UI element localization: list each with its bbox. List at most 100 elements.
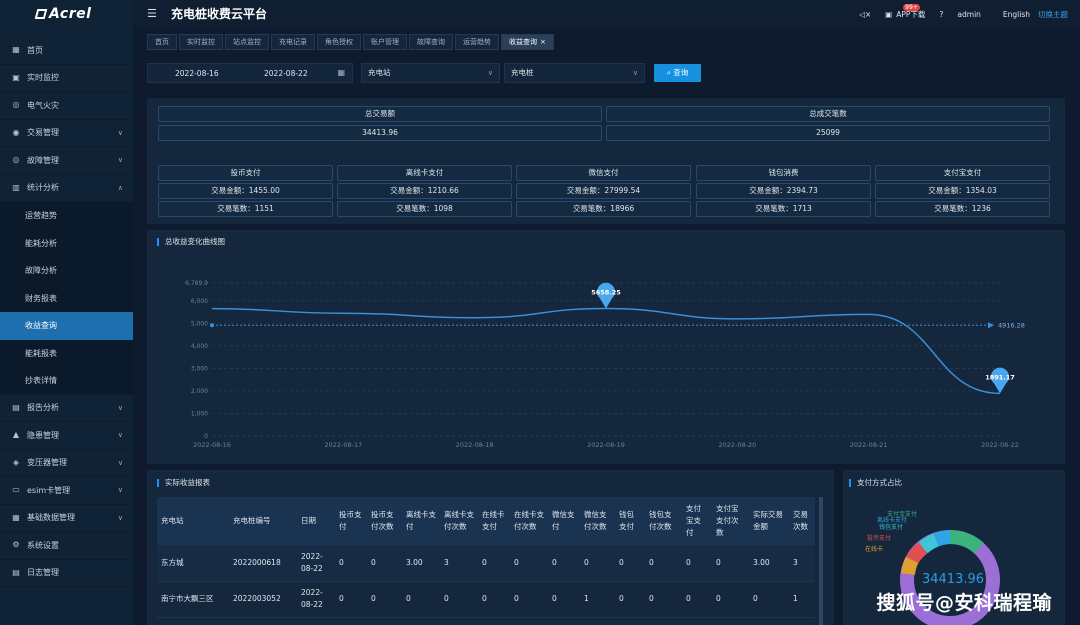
table-cell: 0	[645, 581, 682, 618]
end-date[interactable]: 2022-08-22	[264, 69, 308, 78]
tab[interactable]: 故障查询	[409, 34, 453, 50]
search-icon: ⌕	[666, 68, 674, 77]
top-right-tools: ◁× ▣ 99+ APP下载 ? admin English 切换主题	[845, 0, 1068, 28]
tab-label: 充电记录	[279, 38, 307, 46]
mute-icon[interactable]: ◁×	[859, 9, 872, 19]
switch-theme-link[interactable]: 切换主题	[1038, 9, 1068, 19]
table-header[interactable]: 离线卡支付	[402, 497, 440, 545]
sidebar-item[interactable]: 故障分析	[0, 257, 133, 285]
sidebar-item[interactable]: ▤ 报告分析 ∨	[0, 395, 133, 422]
table-header[interactable]: 支付宝支付次数	[712, 497, 749, 545]
sidebar-item-label: 财务报表	[25, 293, 57, 303]
sidebar-item[interactable]: 财务报表	[0, 285, 133, 313]
table-header[interactable]: 充电站	[157, 497, 229, 545]
x-tick-label: 2022-08-16	[193, 441, 231, 449]
sidebar-item[interactable]: 能耗报表	[0, 340, 133, 368]
table-header[interactable]: 在线卡支付次数	[510, 497, 548, 545]
table-header[interactable]: 日期	[297, 497, 335, 545]
sidebar-item[interactable]: ⚙ 系统设置	[0, 532, 133, 560]
table-cell: 1	[789, 581, 815, 618]
table-header[interactable]: 离线卡支付次数	[440, 497, 478, 545]
sidebar-item[interactable]: ▤ 日志管理	[0, 560, 133, 587]
tab-label: 角色授权	[325, 38, 353, 46]
user-name[interactable]: admin	[957, 9, 981, 19]
pie-slice-offline	[906, 542, 928, 564]
table-row[interactable]: 南宁市大飘三区 2022003052 2022-08-22 0 0 0 0 0 0 0 1 0 0 0 0 0…	[157, 581, 815, 618]
table-header[interactable]: 交易次数	[789, 497, 815, 545]
table-cell: 2022000618	[229, 545, 297, 582]
table-header[interactable]: 钱包支付	[615, 497, 645, 545]
table-header[interactable]: 在线卡支付	[478, 497, 510, 545]
table-header[interactable]: 支付宝支付	[682, 497, 712, 545]
average-arrow	[988, 322, 994, 329]
chevron-down-icon: ∨	[117, 486, 123, 494]
help-icon[interactable]: ?	[939, 9, 944, 19]
table-header[interactable]: 微信支付	[548, 497, 580, 545]
table-cell: 0	[548, 545, 580, 582]
tab[interactable]: 运营趋势	[455, 34, 499, 50]
tab[interactable]: 充电记录	[271, 34, 315, 50]
tab[interactable]: 角色授权	[317, 34, 361, 50]
tab[interactable]: 收益查询 ×	[501, 34, 554, 50]
sidebar-item[interactable]: 能耗分析	[0, 230, 133, 258]
total-count-value: 25099	[606, 125, 1050, 141]
pie-title: 支付方式占比	[849, 479, 902, 487]
sidebar-item[interactable]: ▲ 隐患管理 ∨	[0, 422, 133, 450]
table-cell: 3.00	[402, 545, 440, 582]
x-tick-label: 2022-08-18	[456, 441, 494, 449]
sidebar-item[interactable]: ▣ 实时监控	[0, 65, 133, 92]
tab[interactable]: 账户管理	[363, 34, 407, 50]
tab-label: 站点监控	[233, 38, 261, 46]
table-cell: 2022-08-22	[297, 545, 335, 582]
min-marker-label: 1891.17	[985, 373, 1015, 381]
sidebar-item[interactable]: ▭ esim卡管理 ∨	[0, 477, 133, 505]
query-button[interactable]: ⌕ 查询	[654, 64, 701, 82]
tab[interactable]: 实时监控	[179, 34, 223, 50]
sidebar-item[interactable]: 收益查询	[0, 312, 133, 340]
table-header[interactable]: 充电桩编号	[229, 497, 297, 545]
sidebar-item[interactable]: ◉ 交易管理 ∨	[0, 120, 133, 147]
x-tick-label: 2022-08-22	[981, 441, 1019, 449]
station-select[interactable]: 充电站 ∨	[361, 63, 500, 83]
sidebar-item[interactable]: ▦ 首页	[0, 37, 133, 65]
table-header-row: 充电站 充电桩编号 日期 投币支付 投币支付次数 离线卡支付 离线卡支付次数 在线卡支付 在线卡…	[157, 497, 815, 545]
sidebar-item[interactable]: ◎ 故障管理 ∨	[0, 147, 133, 175]
table-cell: 3.00	[749, 545, 789, 582]
start-date[interactable]: 2022-08-16	[175, 69, 219, 78]
menu-toggle-icon[interactable]: ☰	[147, 7, 157, 20]
fault-icon: ◎	[12, 155, 20, 165]
table-header[interactable]: 钱包支付次数	[645, 497, 682, 545]
tab[interactable]: 首页	[147, 34, 177, 50]
sidebar-item[interactable]: ▥ 统计分析 ∧	[0, 175, 133, 202]
max-marker-label: 5658.25	[591, 289, 621, 297]
sidebar-item-label: esim卡管理	[27, 485, 71, 495]
table-header[interactable]: 实际交易金额	[749, 497, 789, 545]
table-header[interactable]: 投币支付次数	[367, 497, 402, 545]
table-row[interactable]: 东方城 2022000618 2022-08-22 0 0 3.00 3 0 0 0 0 0 0 0 0 3.…	[157, 545, 815, 582]
tab-label: 故障查询	[417, 38, 445, 46]
sidebar: Acrel ▦ 首页 ▣ 实时监控 ◎ 电气火灾 ◉ 交易管理 ∨ ◎ 故障管理 ∨ ▥ 统计分析 ∧ 运营趋…	[0, 0, 133, 625]
close-icon[interactable]: ×	[540, 38, 546, 46]
language-switch[interactable]: English	[1002, 9, 1030, 19]
logo-text: Acrel	[49, 6, 92, 22]
table-scrollbar[interactable]	[819, 497, 823, 625]
sidebar-item[interactable]: 运营趋势	[0, 202, 133, 230]
table-cell: 0	[712, 545, 749, 582]
app-download-link[interactable]: APP下载	[896, 9, 926, 19]
sidebar-item[interactable]: 抄表详情	[0, 367, 133, 395]
sidebar-item[interactable]: ◎ 电气火灾	[0, 92, 133, 120]
table-header[interactable]: 微信支付次数	[580, 497, 615, 545]
table-cell: 0	[478, 545, 510, 582]
pile-select[interactable]: 充电桩 ∨	[504, 63, 645, 83]
table-cell: 0	[615, 581, 645, 618]
sidebar-item[interactable]: ◈ 变压器管理 ∨	[0, 450, 133, 477]
chevron-down-icon: ∨	[117, 513, 123, 522]
chevron-up-icon: ∧	[117, 183, 123, 192]
notification-icon[interactable]: ▣ 99+	[885, 3, 920, 19]
y-tick-label: 6,000	[191, 298, 208, 305]
table-header[interactable]: 投币支付	[335, 497, 367, 545]
sidebar-item[interactable]: ▦ 基础数据管理 ∨	[0, 505, 133, 532]
sidebar-item-label: 故障分析	[25, 266, 57, 276]
tab[interactable]: 站点监控	[225, 34, 269, 50]
date-range-picker[interactable]: 2022-08-16 2022-08-22 ▦	[147, 63, 353, 83]
